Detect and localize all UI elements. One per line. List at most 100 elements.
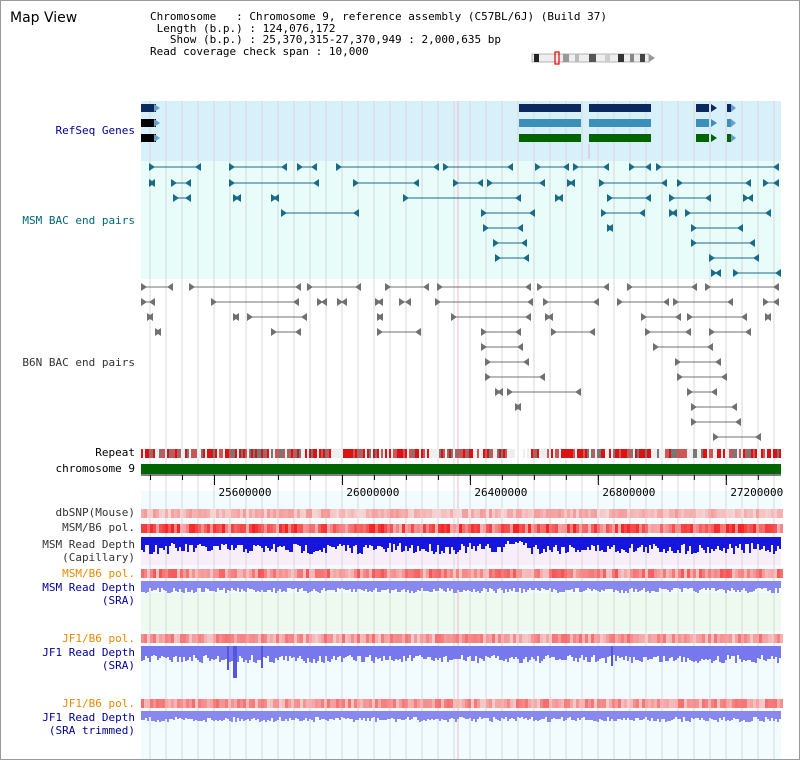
msm-b6-pol-cell: [351, 524, 354, 533]
msm-bac-label[interactable]: MSM BAC end pairs: [22, 214, 135, 227]
msm-sra-depth-bar: [615, 581, 617, 590]
b6n-bac-pair-end: [423, 283, 429, 291]
msm-cap-depth-bar: [161, 537, 163, 548]
dbsnp-cell: [411, 509, 414, 518]
repeat-element: [215, 449, 217, 458]
chromosome-ideogram[interactable]: [531, 51, 655, 65]
msm-depth-capillary-label[interactable]: MSM Read Depth (Capillary): [42, 538, 135, 564]
b6n-bac-pair-end: [435, 298, 441, 306]
jf1-trim-depth-bar: [501, 711, 503, 718]
msm-b6-pol-label-2[interactable]: MSM/B6 pol.: [62, 567, 135, 580]
dbsnp-cell: [288, 509, 291, 518]
msm-bac-pair-end: [313, 179, 319, 187]
msm-cap-depth-bar: [271, 537, 273, 549]
dbsnp-cell: [585, 509, 588, 518]
repeat-element: [469, 449, 471, 458]
repeat-element: [321, 449, 323, 458]
b6n-bac-pair-end: [547, 313, 553, 321]
msm-sra-depth-bar: [195, 581, 197, 592]
repeat-element: [415, 449, 417, 458]
dbsnp-label[interactable]: dbSNP(Mouse): [55, 506, 135, 519]
msm-cap-depth-bar: [363, 537, 365, 547]
msm-cap-depth-bar: [629, 537, 631, 548]
jf1-trim-depth-bar: [703, 711, 705, 720]
msm-sra-depth-bar: [691, 581, 693, 588]
b6n-bac-pair-end: [539, 373, 545, 381]
msm-sra-depth-bar: [153, 581, 155, 590]
jf1-b6-pol2-cell: [315, 699, 318, 708]
repeat-element: [205, 449, 207, 458]
msm-sra-depth-bar: [269, 581, 271, 590]
dbsnp-cell: [666, 509, 669, 518]
jf1-trim-depth-bar: [271, 711, 273, 718]
repeat-element: [549, 449, 551, 458]
msm-b6-pol2-cell: [465, 569, 468, 578]
jf1-sra-depth-bar: [693, 646, 695, 662]
jf1-trim-depth-bar: [689, 711, 691, 722]
jf1-b6-pol2-cell: [666, 699, 669, 708]
jf1-b6-pol2-cell: [561, 699, 564, 708]
msm-cap-depth-bar: [631, 537, 633, 544]
msm-b6-pol-label-1[interactable]: MSM/B6 pol.: [62, 521, 135, 534]
jf1-trim-depth-bar: [693, 711, 695, 719]
jf1-trim-depth-bar: [727, 711, 729, 720]
msm-bac-track[interactable]: [149, 163, 781, 277]
msm-cap-depth-bar: [359, 537, 361, 553]
msm-sra-depth-bar: [289, 581, 291, 588]
jf1-trim-depth-bar: [637, 711, 639, 718]
msm-b6-pol2-cell: [378, 569, 381, 578]
msm-depth-sra-label[interactable]: MSM Read Depth (SRA): [42, 581, 135, 607]
jf1-b6-pol-cell: [537, 634, 540, 643]
jf1-b6-pol-cell: [675, 634, 678, 643]
jf1-trim-depth-bar: [283, 711, 285, 721]
msm-b6-pol2-cell: [393, 569, 396, 578]
jf1-b6-pol-cell: [666, 634, 669, 643]
jf1-b6-pol-cell: [303, 634, 306, 643]
jf1-depth-sra-label[interactable]: JF1 Read Depth (SRA): [42, 646, 135, 672]
b6n-bac-track[interactable]: [141, 283, 779, 441]
jf1-b6-pol2-cell: [672, 699, 675, 708]
msm-sra-depth-bar: [147, 581, 149, 592]
jf1-sra-depth-bar: [247, 646, 249, 663]
msm-b6-pol-cell: [240, 524, 243, 533]
jf1-b6-pol2-cell: [480, 699, 483, 708]
refseq-genes-label[interactable]: RefSeq Genes: [55, 124, 135, 137]
msm-sra-depth-bar: [159, 581, 161, 592]
repeat-element: [777, 449, 779, 458]
repeat-element: [153, 449, 155, 458]
jf1-b6-pol-cell: [525, 634, 528, 643]
msm-sra-depth-bar: [711, 581, 713, 588]
jf1-trim-depth-bar: [257, 711, 259, 719]
jf1-b6-pol-cell: [750, 634, 753, 643]
msm-b6-pol-cell: [714, 524, 717, 533]
jf1-trim-depth-bar: [425, 711, 427, 721]
jf1-trim-depth-bar: [185, 711, 187, 718]
jf1-b6-pol-label-2[interactable]: JF1/B6 pol.: [62, 697, 135, 710]
msm-cap-depth-bar: [151, 537, 153, 554]
msm-sra-depth-bar: [621, 581, 623, 590]
msm-b6-pol-cell: [180, 524, 183, 533]
jf1-b6-pol2-cell: [174, 699, 177, 708]
jf1-b6-pol-label-1[interactable]: JF1/B6 pol.: [62, 632, 135, 645]
b6n-bac-label[interactable]: B6N BAC end pairs: [22, 356, 135, 369]
jf1-depth-trim-label[interactable]: JF1 Read Depth (SRA trimmed): [42, 711, 135, 737]
refseq-genes-track[interactable]: [141, 104, 736, 159]
jf1-sra-depth-bar: [753, 646, 755, 662]
msm-b6-pol-cell: [144, 524, 147, 533]
msm-sra-depth-bar: [411, 581, 413, 591]
jf1-sra-depth-bar: [587, 646, 589, 662]
msm-depth-cap-line2: (Capillary): [62, 551, 135, 564]
jf1-b6-pol-cell: [693, 634, 696, 643]
repeat-element: [513, 449, 515, 458]
repeat-element: [533, 449, 535, 458]
msm-b6-pol-cell: [492, 524, 495, 533]
jf1-sra-depth-bar: [339, 646, 341, 656]
dbsnp-cell: [465, 509, 468, 518]
jf1-b6-pol-cell: [657, 634, 660, 643]
repeat-element: [277, 449, 279, 458]
jf1-trim-depth-bar: [553, 711, 555, 718]
repeat-label[interactable]: Repeat: [95, 446, 135, 459]
msm-b6-pol-cell: [558, 524, 561, 533]
jf1-sra-depth-bar: [487, 646, 489, 657]
